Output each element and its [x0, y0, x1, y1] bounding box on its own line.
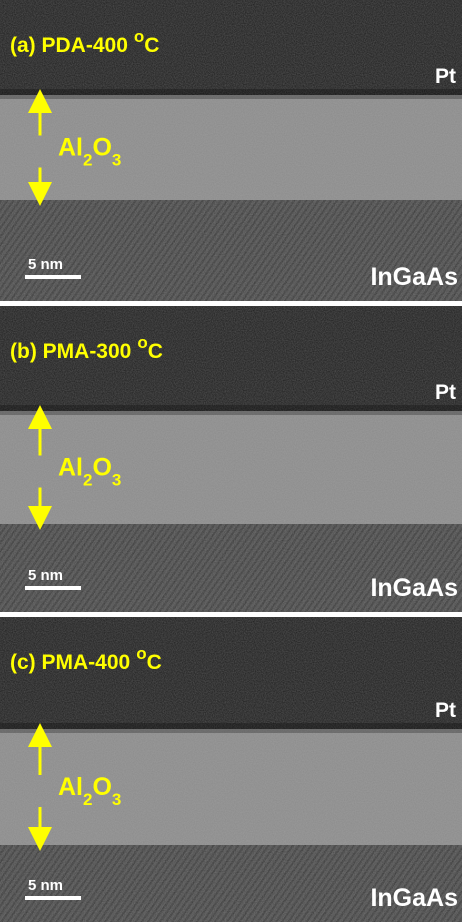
interface-shade: [0, 89, 462, 99]
figure: (a) PDA-400oCPtAl2O35 nmInGaAs(b) PMA-30…: [0, 0, 462, 922]
label-text: (a) PDA-400: [10, 34, 128, 57]
interface-shade: [0, 723, 462, 733]
scale-bar: [25, 275, 81, 279]
degree: o: [134, 27, 144, 46]
oxide-part: Al: [58, 773, 83, 801]
unit: C: [144, 34, 159, 57]
substrate-label: InGaAs: [370, 574, 458, 602]
oxide-part: O: [92, 773, 111, 801]
degree: o: [137, 333, 147, 352]
scale-bar: [25, 896, 81, 900]
oxide-sub: 2: [83, 790, 92, 809]
top-layer-label: Pt: [435, 65, 456, 88]
oxide-sub: 3: [112, 471, 121, 490]
oxide-sub: 3: [112, 790, 121, 809]
label-text: (c) PMA-400: [10, 651, 130, 674]
oxide-sub: 2: [83, 151, 92, 170]
scale-label: 5 nm: [28, 256, 63, 273]
tem-panel: (a) PDA-400 oC Pt Al2O3 5 nm InGaAs: [0, 0, 462, 301]
top-layer-label: Pt: [435, 699, 456, 722]
substrate-label: InGaAs: [370, 263, 458, 291]
scale-label: 5 nm: [28, 567, 63, 584]
oxide-part: Al: [58, 454, 83, 482]
unit: C: [148, 340, 163, 363]
oxide-part: O: [92, 454, 111, 482]
tem-panel: (b) PMA-300 oC Pt Al2O3 5 nm InGaAs: [0, 306, 462, 612]
unit: C: [147, 651, 162, 674]
label-text: (b) PMA-300: [10, 340, 131, 363]
oxide-sub: 3: [112, 151, 121, 170]
tem-panel: (c) PMA-400 oC Pt Al2O3 5 nm InGaAs: [0, 617, 462, 922]
scale-label: 5 nm: [28, 877, 63, 894]
degree: o: [136, 644, 146, 663]
oxide-sub: 2: [83, 471, 92, 490]
interface-shade: [0, 405, 462, 415]
substrate-label: InGaAs: [370, 884, 458, 912]
scale-bar: [25, 586, 81, 590]
oxide-part: O: [92, 134, 111, 162]
page: (a) PDA-400oCPtAl2O35 nmInGaAs(b) PMA-30…: [0, 0, 462, 922]
oxide-part: Al: [58, 134, 83, 162]
top-layer-label: Pt: [435, 381, 456, 404]
